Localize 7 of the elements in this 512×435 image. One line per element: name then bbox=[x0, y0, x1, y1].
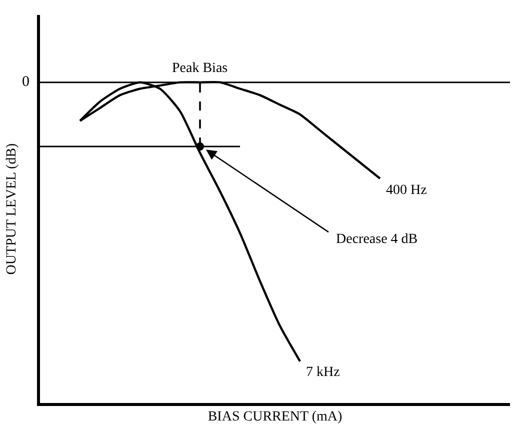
y-axis-title: OUTPUT LEVEL (dB) bbox=[4, 142, 20, 275]
text: 0 bbox=[22, 74, 30, 90]
series-label: 400 Hz bbox=[386, 183, 427, 198]
annotation: Decrease 4 dB bbox=[336, 232, 418, 247]
x-axis-title: BIAS CURRENT (mA) bbox=[208, 409, 342, 424]
series-label: 7 kHz bbox=[306, 365, 340, 380]
text: Peak Bias bbox=[172, 61, 228, 76]
